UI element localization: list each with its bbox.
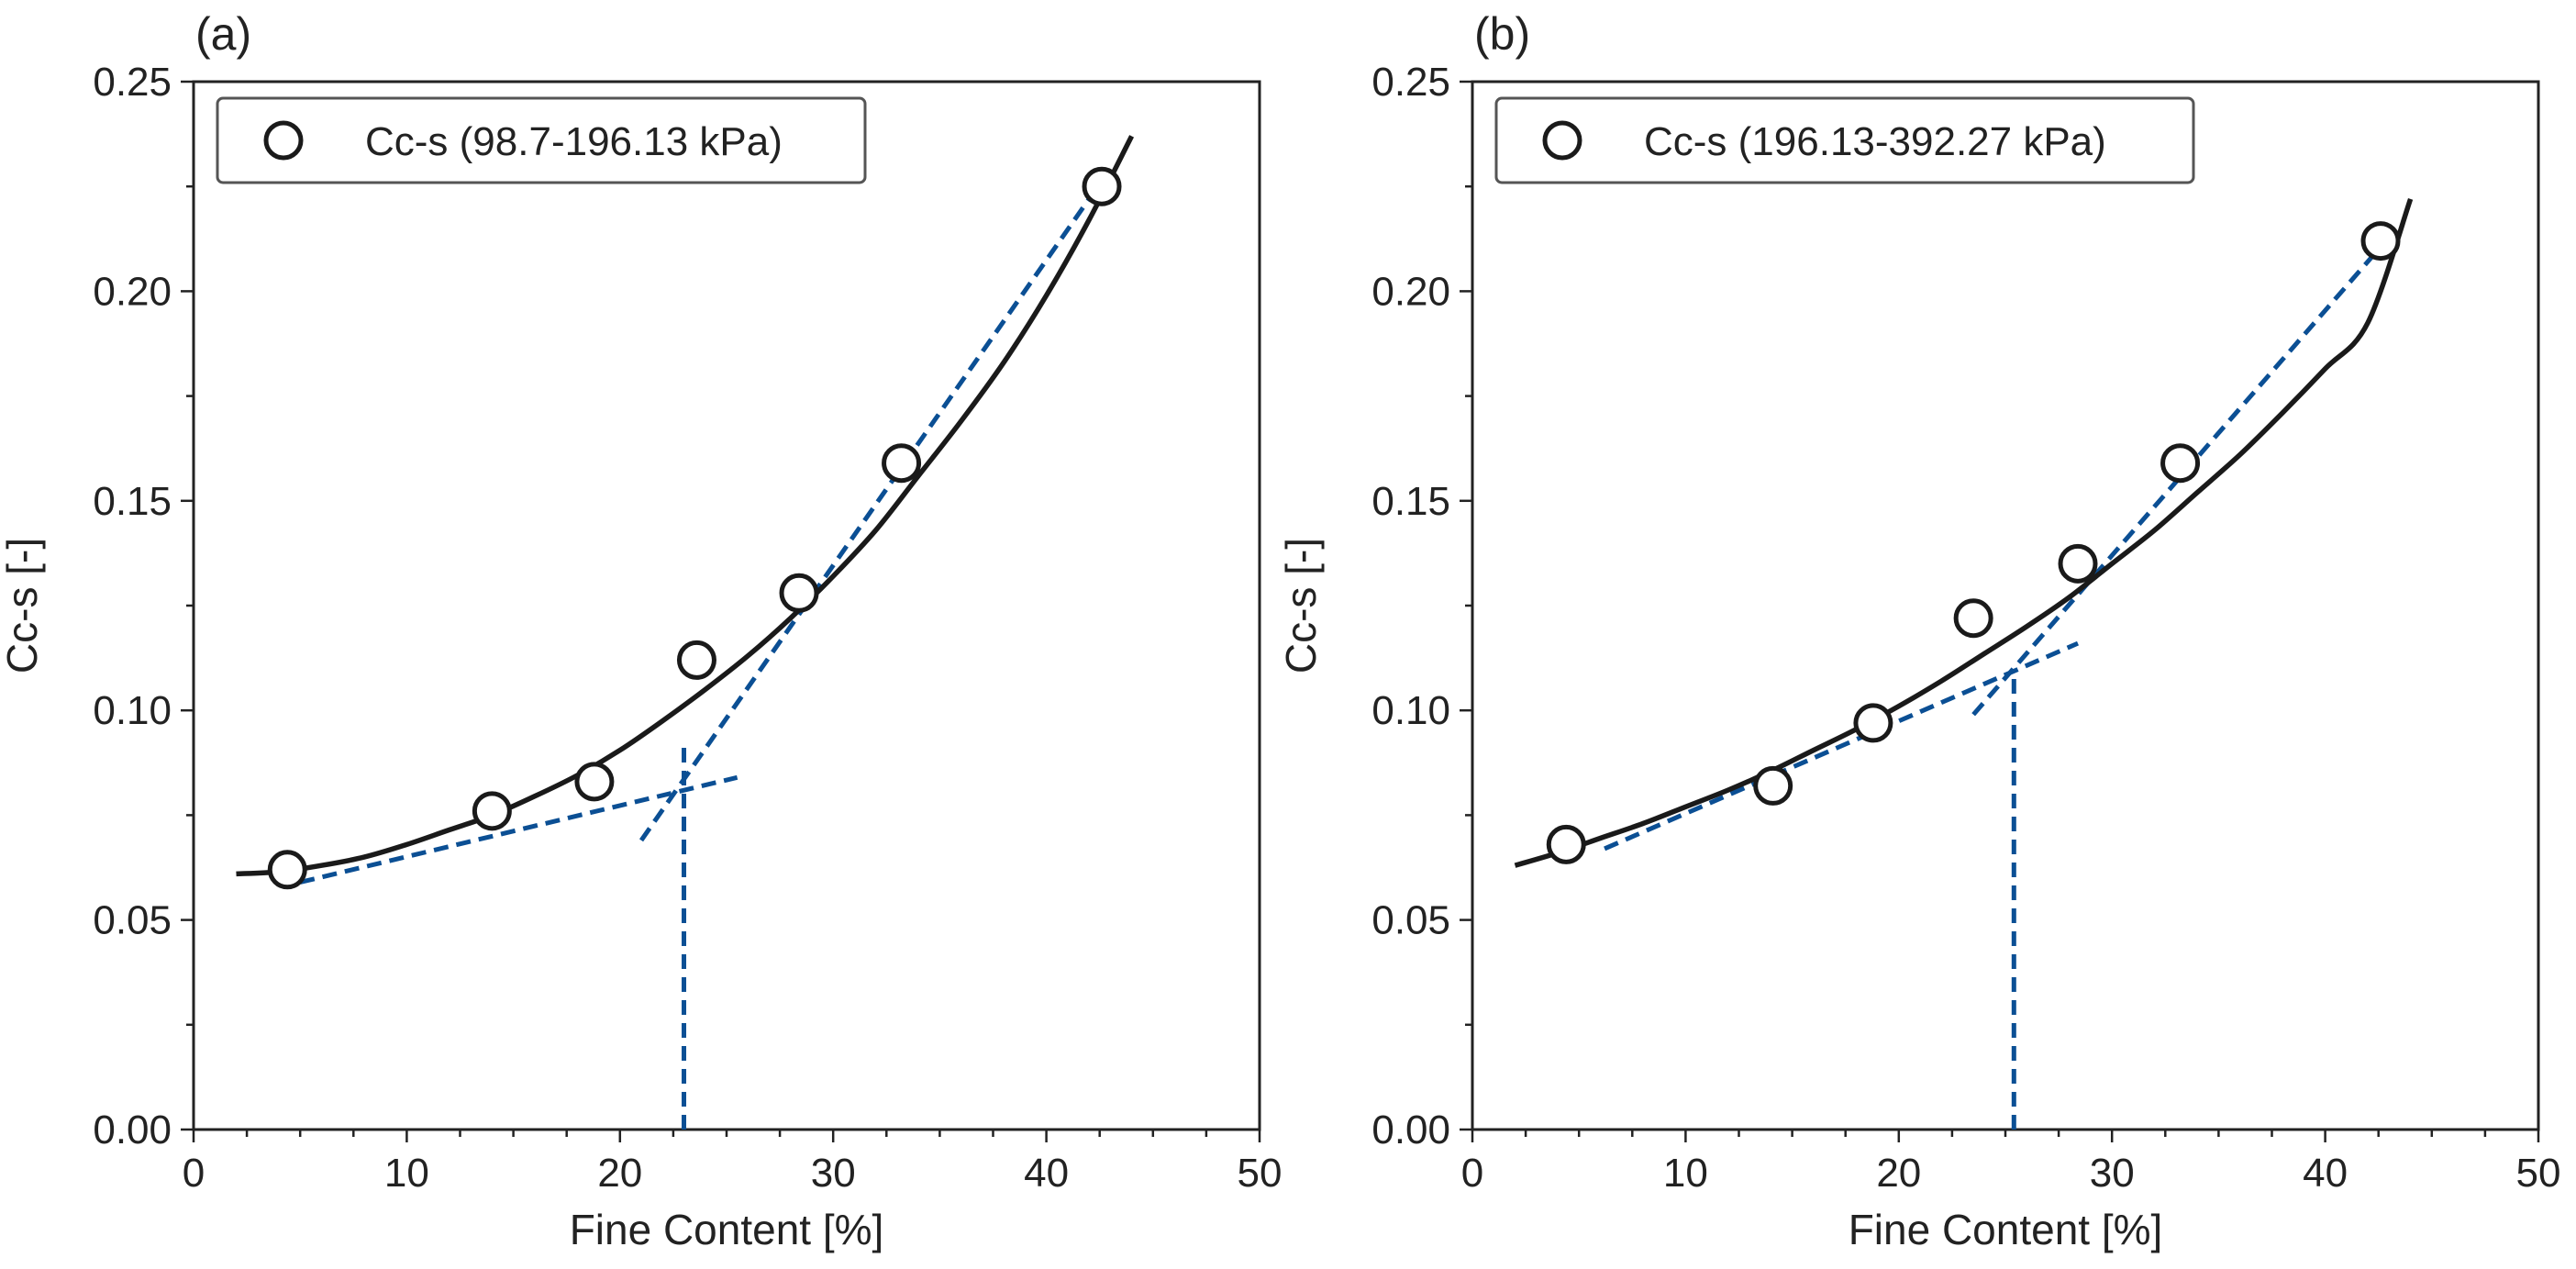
data-point (472, 791, 512, 831)
y-tick-label: 0.15 (1371, 479, 1450, 524)
y-tick-label: 0.00 (1371, 1108, 1450, 1152)
y-tick-label: 0.10 (1371, 688, 1450, 733)
x-tick-label: 0 (1461, 1151, 1483, 1196)
data-point (1546, 824, 1586, 864)
y-tick-label: 0.20 (1371, 269, 1450, 314)
y-tick-label: 0.25 (93, 60, 172, 105)
plot-frame (192, 80, 1261, 1131)
legend-label: Cc-s (196.13-392.27 kPa) (1644, 119, 2106, 164)
legend-box (1494, 96, 2195, 184)
data-point (1853, 703, 1893, 743)
fit-curve (236, 135, 1135, 877)
data-point (1953, 598, 1993, 639)
data-point (1753, 765, 1793, 806)
panel-b: 0 10 20 30 40 50 0.00 0.05 0.10 0.15 0.20 0.25 Fine … (1277, 8, 2560, 1253)
x-tick-label: 20 (1876, 1151, 1921, 1196)
x-tick-label: 40 (1024, 1151, 1069, 1196)
data-point (574, 762, 615, 802)
x-tick-label: 30 (811, 1151, 856, 1196)
x-tick-label: 20 (597, 1151, 642, 1196)
y-tick-label: 0.25 (1371, 60, 1450, 105)
data-point (267, 850, 307, 890)
panel-label: (b) (1474, 8, 1530, 60)
x-axis-label: Fine Content [%] (1849, 1206, 2163, 1253)
y-tick-label: 0.05 (93, 898, 172, 943)
y-tick-label: 0.15 (93, 479, 172, 524)
panel-a: 0 10 20 30 40 50 0.00 0.05 0.10 0.15 0.20 0.25 Fine … (0, 8, 1282, 1253)
low-slope-tangent-line (299, 774, 738, 885)
x-tick-label: 30 (2090, 1151, 2135, 1196)
x-tick-label: 50 (1238, 1151, 1282, 1196)
y-axis-label: Cc-s [-] (1277, 538, 1325, 673)
panel-label: (a) (195, 8, 251, 60)
x-axis-label: Fine Content [%] (570, 1206, 884, 1253)
low-slope-tangent-line (1604, 640, 2080, 852)
data-point (2160, 443, 2201, 484)
y-tick-label: 0.10 (93, 688, 172, 733)
fit-curve (1514, 197, 2414, 868)
legend-marker (263, 120, 304, 161)
data-point (2360, 221, 2401, 262)
x-tick-label: 0 (183, 1151, 205, 1196)
data-point (882, 443, 922, 484)
y-tick-label: 0.20 (93, 269, 172, 314)
legend-box (216, 96, 867, 184)
y-axis-label: Cc-s [-] (0, 538, 46, 673)
data-point (2058, 543, 2098, 584)
legend-label: Cc-s (98.7-196.13 kPa) (365, 119, 783, 164)
data-point (779, 573, 819, 613)
data-point (1082, 166, 1122, 206)
y-tick-label: 0.05 (1371, 898, 1450, 943)
high-slope-tangent-line (638, 197, 1092, 842)
x-tick-label: 40 (2303, 1151, 2348, 1196)
x-tick-label: 10 (384, 1151, 429, 1196)
y-tick-label: 0.00 (93, 1108, 172, 1152)
legend-marker (1542, 120, 1582, 161)
x-tick-label: 50 (2516, 1151, 2561, 1196)
x-tick-label: 10 (1663, 1151, 1708, 1196)
data-point (676, 640, 716, 680)
